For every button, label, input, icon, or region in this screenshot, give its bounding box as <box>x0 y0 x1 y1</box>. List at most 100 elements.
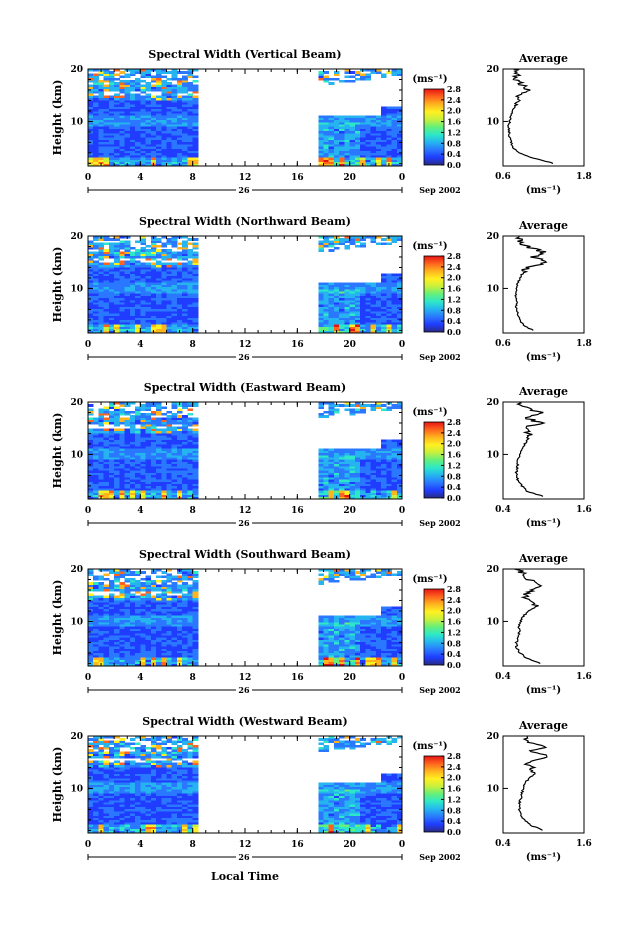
heatmap-cell <box>344 143 351 147</box>
heatmap-cell <box>182 641 188 645</box>
heatmap-cell <box>119 163 126 167</box>
heatmap-cell <box>103 569 110 572</box>
heatmap-cell <box>98 102 105 105</box>
heatmap-cell <box>360 479 366 482</box>
heatmap-cell <box>135 126 141 129</box>
heatmap-cell <box>129 468 136 471</box>
heatmap-cell <box>88 608 94 612</box>
heatmap-cell <box>124 419 131 423</box>
heatmap-cell <box>156 617 162 621</box>
heatmap-cell <box>187 446 194 449</box>
heatmap-cell <box>344 315 351 318</box>
heatmap-cell <box>150 580 157 583</box>
heatmap-cell <box>187 432 194 436</box>
heatmap-cell <box>354 313 361 316</box>
heatmap-cell <box>103 249 110 252</box>
heatmap-cell <box>171 626 178 629</box>
heatmap-cell <box>140 432 146 436</box>
heatmap-cell <box>129 474 136 478</box>
heatmap-cell <box>93 575 99 579</box>
heatmap-cell <box>103 106 110 110</box>
heatmap-cell <box>187 106 194 110</box>
heatmap-cell <box>386 291 392 294</box>
heatmap-cell <box>182 242 188 246</box>
heatmap-cell <box>333 117 340 121</box>
heatmap-cell <box>318 288 324 292</box>
heatmap-cell <box>354 457 361 460</box>
heatmap-cell <box>333 132 340 136</box>
heatmap-cell <box>187 439 194 443</box>
heatmap-cell <box>187 152 194 156</box>
heatmap-cell <box>318 143 324 147</box>
heatmap-cell <box>176 430 183 434</box>
heatmap-cell <box>318 413 324 416</box>
heatmap-cell <box>156 253 162 257</box>
heatmap-cell <box>145 663 152 667</box>
heatmap-cell <box>161 441 167 445</box>
heatmap-cell <box>114 419 120 423</box>
heatmap-cell <box>88 663 94 667</box>
heatmap-cell <box>98 280 105 283</box>
heatmap-cell <box>328 481 335 484</box>
heatmap-cell <box>150 282 157 285</box>
heatmap-cell <box>161 317 167 321</box>
heatmap-cell <box>135 264 141 268</box>
heatmap-cell <box>381 130 387 134</box>
heatmap-cell <box>187 306 194 310</box>
heatmap-cell <box>365 119 371 123</box>
heatmap-cell <box>386 126 392 129</box>
heatmap-cell <box>119 135 126 138</box>
heatmap-cell <box>333 465 340 469</box>
heatmap-cell <box>182 315 188 318</box>
heatmap-cell <box>386 143 392 147</box>
heatmap-cell <box>119 417 126 421</box>
heatmap-cell <box>349 288 356 292</box>
heatmap-cell <box>150 137 157 140</box>
heatmap-cell <box>88 626 94 629</box>
heatmap-cell <box>339 492 345 495</box>
heatmap-cell <box>176 599 183 603</box>
heatmap-cell <box>171 286 178 290</box>
heatmap-cell <box>171 242 178 246</box>
heatmap-cell <box>182 450 188 454</box>
heatmap-cell <box>396 317 403 321</box>
heatmap-cell <box>370 117 377 121</box>
heatmap-cell <box>145 624 152 627</box>
heatmap-cell <box>176 277 183 281</box>
x-tick-label: 12 <box>239 173 252 183</box>
heatmap-cell <box>328 468 335 471</box>
heatmap-cell <box>129 284 136 288</box>
heatmap-cell <box>396 406 403 410</box>
heatmap-cell <box>145 321 152 325</box>
heatmap-cell <box>328 154 335 158</box>
heatmap-cell <box>176 152 183 156</box>
heatmap-cell <box>182 124 188 127</box>
heatmap-cell <box>93 315 99 318</box>
heatmap-cell <box>328 315 335 318</box>
colorbar-tick-label: 2.0 <box>447 106 461 116</box>
heatmap-cell <box>114 108 120 112</box>
heatmap-cell <box>119 659 126 662</box>
heatmap-cell <box>171 588 178 592</box>
heatmap-cell <box>145 313 152 316</box>
heatmap-cell <box>93 595 99 599</box>
heatmap-cell <box>88 108 94 112</box>
heatmap-cell <box>156 402 162 405</box>
heatmap-cell <box>391 275 398 279</box>
heatmap-cell <box>333 286 340 290</box>
heatmap-cell <box>360 490 366 493</box>
heatmap-cell <box>333 126 340 129</box>
heatmap-cell <box>381 310 387 314</box>
heatmap-cell <box>135 99 141 103</box>
heatmap-cell <box>124 97 131 101</box>
heatmap-cell <box>375 124 382 127</box>
heatmap-cell <box>103 132 110 136</box>
heatmap-cell <box>108 582 115 585</box>
heatmap-cell <box>108 404 115 407</box>
heatmap-cell <box>176 613 183 616</box>
heatmap-cell <box>145 494 152 498</box>
heatmap-cell <box>354 139 361 143</box>
heatmap-cell <box>161 643 167 647</box>
heatmap-cell <box>108 157 115 160</box>
heatmap-cell <box>381 317 387 321</box>
